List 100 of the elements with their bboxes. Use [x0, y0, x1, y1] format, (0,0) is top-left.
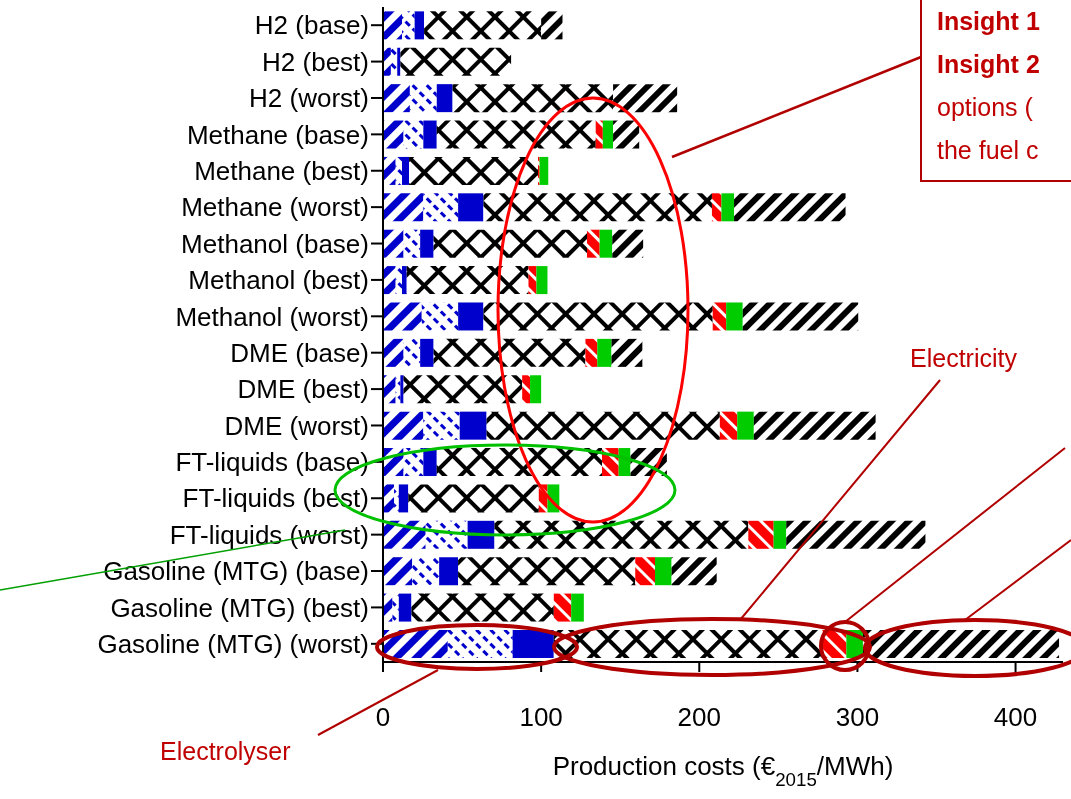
bar: [409, 156, 538, 185]
bar: [420, 229, 434, 258]
bar: [721, 193, 735, 222]
bar: [719, 411, 738, 440]
bar: [522, 375, 531, 404]
bar: [786, 520, 926, 549]
bar: [595, 120, 603, 149]
bar: [483, 193, 712, 222]
y-tick-label: DME (best): [237, 374, 369, 405]
bar: [602, 120, 614, 149]
annotation: the fuel c: [937, 135, 1040, 166]
y-tick-label: DME (worst): [224, 410, 369, 441]
bar: [483, 302, 713, 331]
bar: [611, 338, 643, 367]
bar: [742, 302, 859, 331]
bar: [613, 84, 678, 113]
bar: [383, 11, 402, 40]
bar: [395, 156, 402, 185]
y-tick-label: Gasoline (MTG) (best): [110, 592, 369, 623]
bar: [734, 193, 846, 222]
bar: [433, 338, 586, 367]
annotation: Insight 1: [937, 6, 1041, 37]
bar: [599, 229, 613, 258]
bar: [536, 266, 548, 295]
bar: [439, 557, 459, 586]
bar: [571, 593, 584, 622]
bar: [395, 266, 402, 295]
bar: [737, 411, 754, 440]
bar: [414, 11, 425, 40]
annotation: options (: [937, 92, 1034, 123]
bar: [635, 557, 655, 586]
y-tick-label: DME (base): [230, 337, 369, 368]
bar: [390, 47, 398, 76]
x-axis-title: Production costs (€$_{2015}$/MWh): [552, 751, 894, 790]
bar: [486, 411, 720, 440]
bar: [400, 375, 404, 404]
bar: [436, 84, 453, 113]
bar: [655, 557, 672, 586]
bar: [773, 520, 787, 549]
bar: [423, 120, 437, 149]
bar: [401, 266, 407, 295]
bar: [398, 484, 409, 513]
bar: [671, 557, 717, 586]
x-tick-label: 400: [993, 702, 1038, 733]
text: Electrolyser: [160, 737, 291, 766]
y-tick-label: Methane (worst): [181, 192, 369, 223]
bar: [458, 193, 484, 222]
bar: [530, 375, 542, 404]
bar: [397, 47, 401, 76]
bar: [403, 338, 421, 367]
bar: [458, 302, 484, 331]
bar: [436, 120, 596, 149]
bar: [383, 484, 395, 513]
x-tick-label: 100: [519, 702, 563, 733]
x-tick-label: 200: [677, 702, 721, 733]
bar: [383, 629, 448, 658]
annotation: Electricity: [910, 344, 1017, 373]
x-tick-label: 300: [835, 702, 880, 733]
bar: [711, 193, 722, 222]
bar: [403, 120, 424, 149]
bar: [412, 557, 440, 586]
bar: [553, 593, 572, 622]
bar: [494, 520, 749, 549]
y-tick-label: Methanol (worst): [175, 301, 369, 332]
bar: [392, 593, 399, 622]
bar: [436, 448, 603, 477]
bar: [383, 120, 404, 149]
bar: [423, 448, 437, 477]
y-tick-label: FT-liquids (base): [175, 447, 369, 478]
bar: [512, 629, 554, 658]
bar: [383, 411, 424, 440]
bar: [459, 411, 487, 440]
bar: [421, 302, 459, 331]
bar: [408, 484, 539, 513]
bar: [400, 47, 512, 76]
annotation: Insight 2: [937, 49, 1041, 80]
bar: [597, 338, 612, 367]
y-tick-label: Methanol (base): [181, 228, 369, 259]
bar: [383, 302, 422, 331]
bar: [423, 193, 459, 222]
bar: [423, 411, 460, 440]
y-tick-label: H2 (worst): [249, 83, 369, 114]
bar: [406, 266, 529, 295]
bar: [726, 302, 743, 331]
bar: [383, 266, 396, 295]
bar: [401, 156, 410, 185]
bar: [398, 593, 412, 622]
bar: [401, 11, 415, 40]
bar: [539, 156, 549, 185]
bar: [403, 375, 523, 404]
x-tick-label: 0: [375, 702, 391, 733]
bar: [585, 338, 598, 367]
bar: [383, 229, 404, 258]
y-tick-label: Gasoline (MTG) (base): [103, 556, 369, 587]
bar: [394, 484, 399, 513]
bar: [541, 11, 563, 40]
bar: [383, 338, 404, 367]
bar: [383, 557, 413, 586]
bar: [420, 338, 434, 367]
bar: [383, 193, 424, 222]
